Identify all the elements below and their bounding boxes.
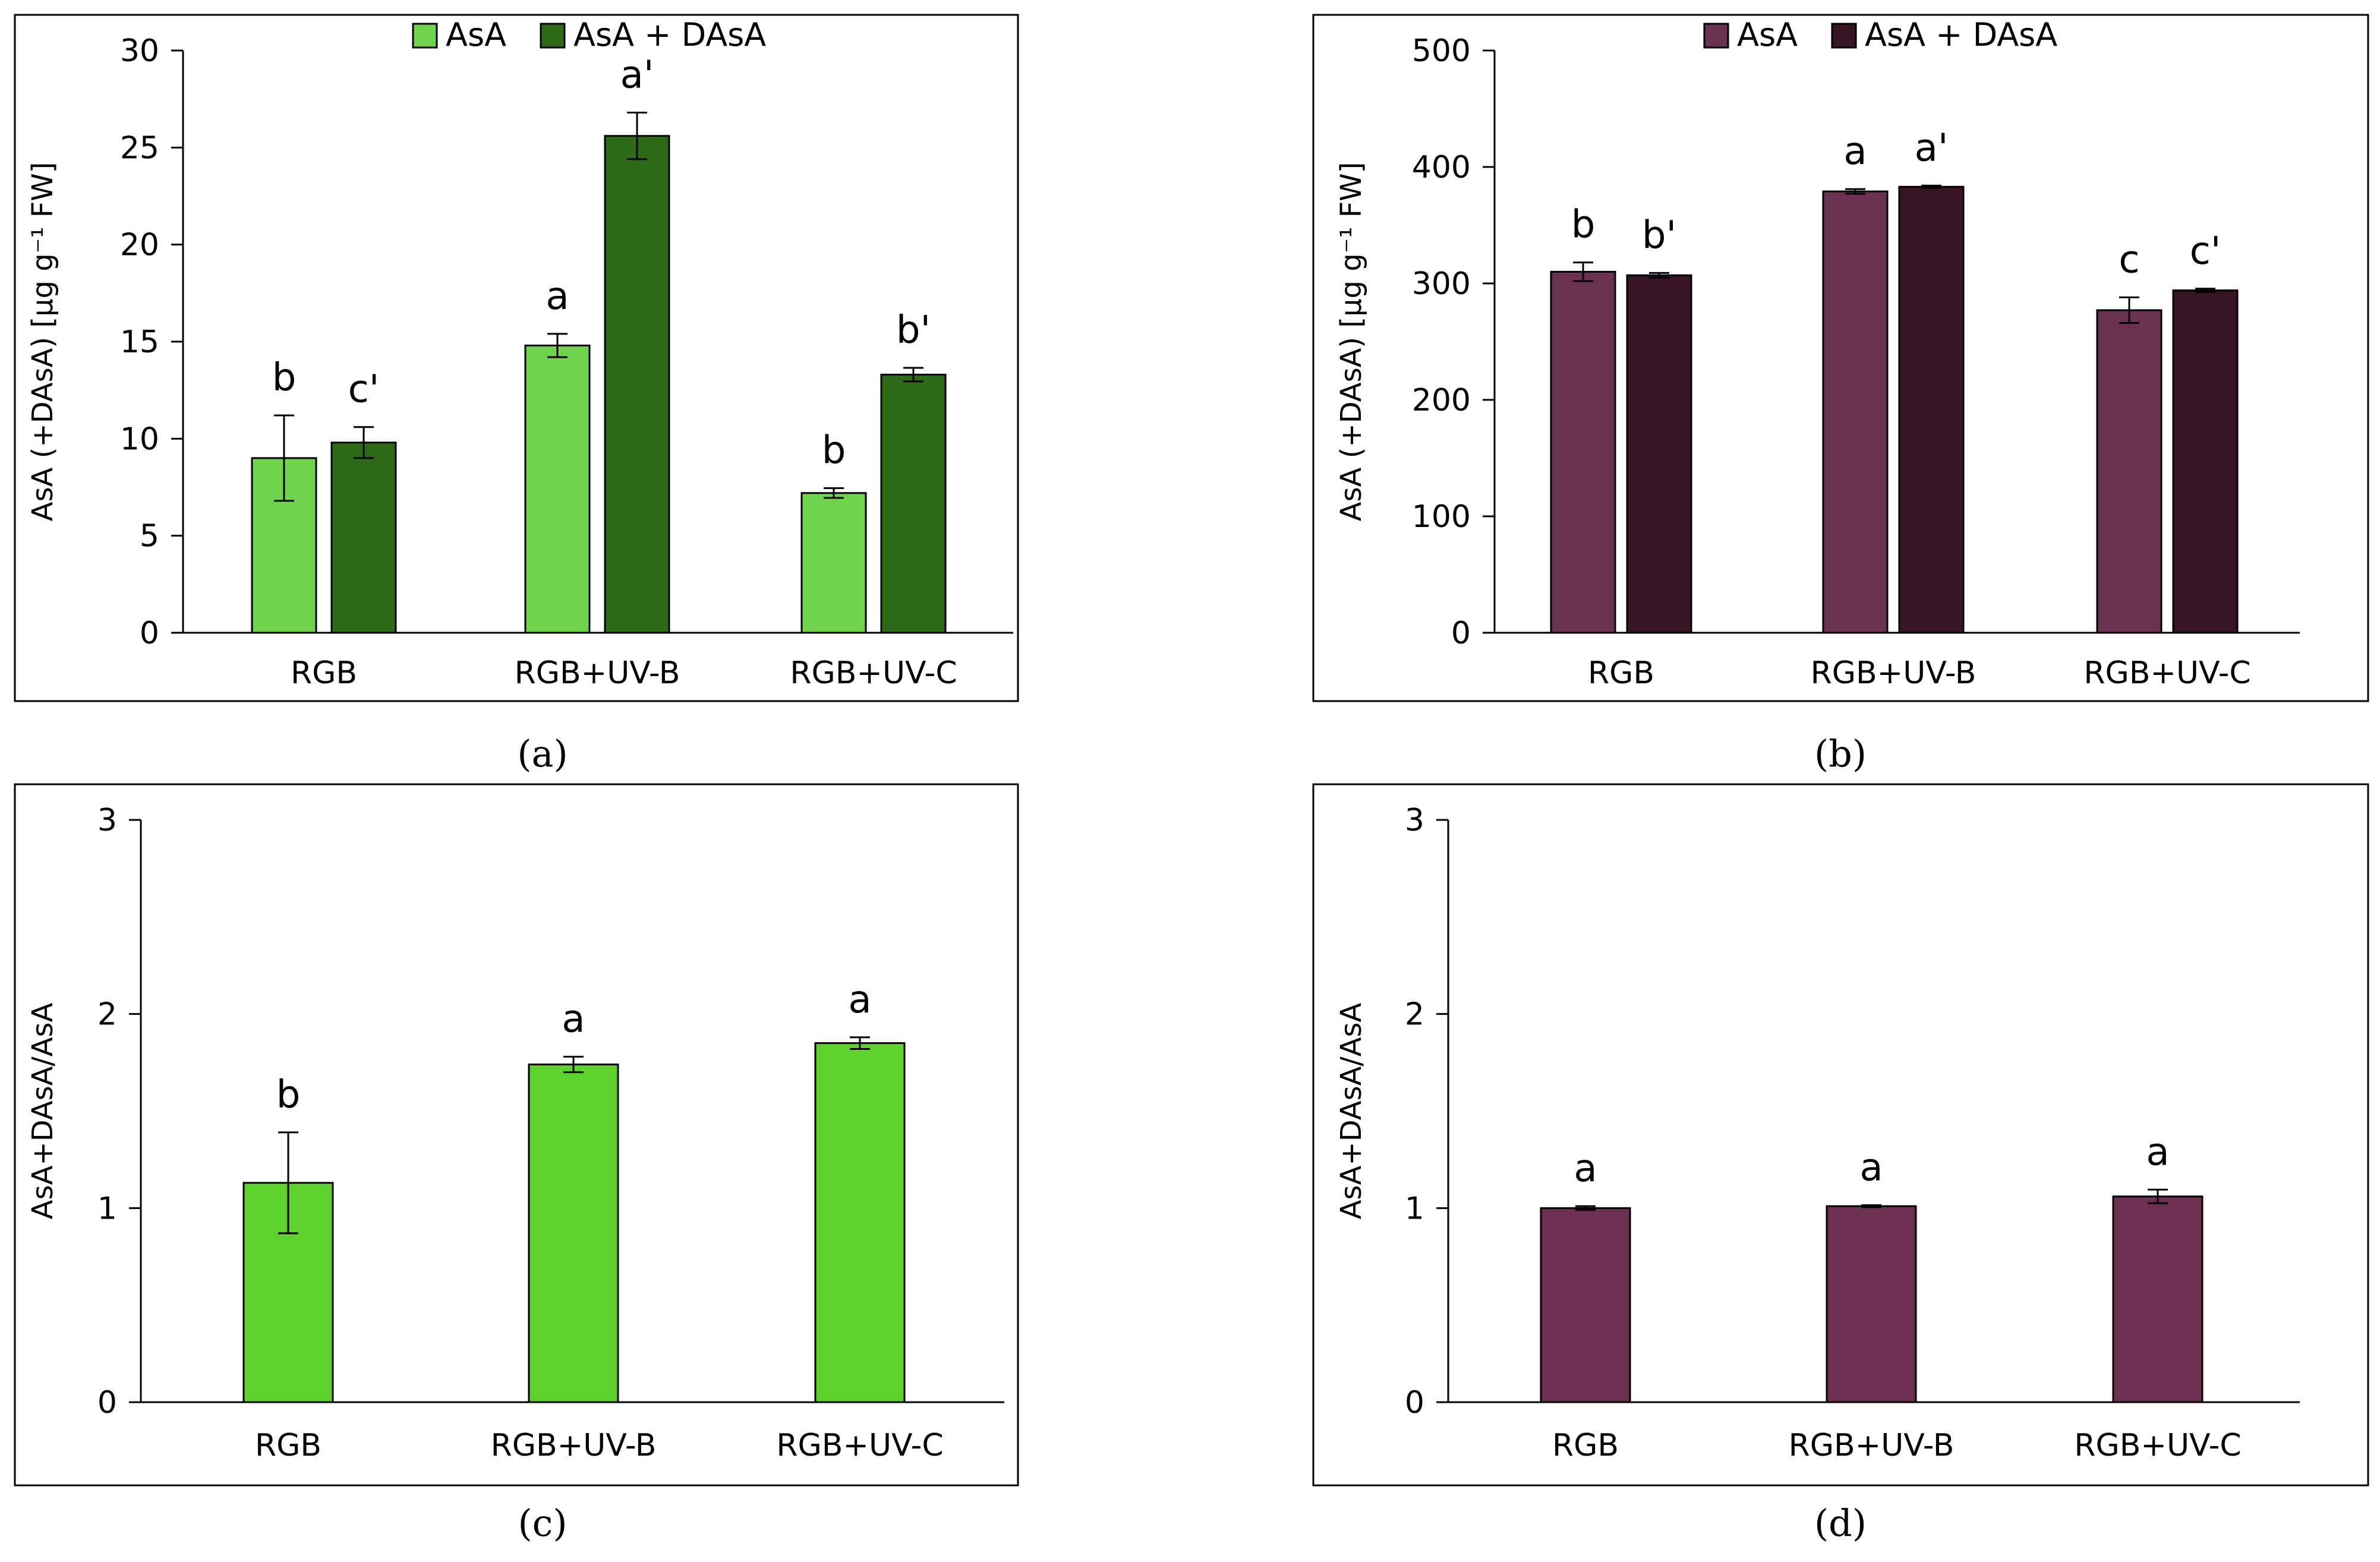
y-tick-label: 30 — [120, 33, 159, 69]
y-tick-label: 200 — [1412, 383, 1471, 418]
significance-letter: c' — [348, 368, 380, 412]
legend-label: AsA + DAsA — [573, 16, 766, 53]
bar-a-rgb-uv-b-s0 — [524, 345, 591, 634]
category-label: RGB+UV-C — [2074, 1428, 2241, 1463]
chart-panel-a: 0 5 10 15 20 25 30 AsA (+DAsA) [µg g⁻¹ FW] b c' RG… — [14, 14, 1019, 775]
bar-b-rgb-uv-c-s1 — [2172, 289, 2239, 634]
y-tick-label: 20 — [120, 228, 159, 263]
panel-frame — [14, 14, 1019, 702]
significance-letter: b — [272, 356, 297, 400]
bar-d-rgb-uv-b-s0 — [1826, 1205, 1917, 1403]
significance-letter: a' — [620, 53, 654, 97]
y-tick-label: 15 — [120, 324, 159, 360]
category-label: RGB+UV-B — [1811, 655, 1976, 691]
y-tick-label: 3 — [97, 803, 117, 838]
panel-frame — [14, 783, 1019, 1487]
y-tick-label: 500 — [1412, 33, 1471, 69]
legend-label: AsA + DAsA — [1865, 16, 2057, 53]
bar-d-rgb-s0 — [1540, 1207, 1631, 1403]
y-axis-title: AsA (+DAsA) [µg g⁻¹ FW] — [1335, 162, 1368, 522]
y-tick-label: 0 — [1451, 616, 1471, 651]
y-tick-label: 2 — [97, 997, 117, 1033]
y-tick-label: 300 — [1412, 266, 1471, 302]
significance-letter: b' — [1642, 213, 1676, 257]
panel-frame — [1312, 14, 2369, 702]
chart-panel-d: 0 1 2 3 AsA+DAsA/AsA a RGB a RGB+UV-B a RGB+UV-C (d… — [1312, 783, 2369, 1545]
legend: AsA AsA + DAsA — [1703, 16, 2057, 53]
significance-letter: a — [562, 998, 585, 1042]
bar-b-rgb-uv-b-s0 — [1822, 190, 1889, 634]
legend: AsA AsA + DAsA — [412, 16, 766, 53]
y-tick-label: 0 — [1405, 1385, 1424, 1421]
bar-c-rgb-uv-c-s0 — [814, 1042, 906, 1403]
bar-b-rgb-uv-b-s1 — [1898, 185, 1965, 634]
bar-a-rgb-uv-c-s0 — [800, 492, 867, 634]
bar-b-rgb-s1 — [1626, 274, 1692, 634]
panel-caption: (a) — [517, 732, 568, 775]
category-label: RGB+UV-C — [776, 1428, 943, 1463]
y-tick-label: 3 — [1405, 803, 1424, 838]
significance-letter: b — [822, 429, 846, 473]
category-label: RGB+UV-B — [1789, 1428, 1955, 1463]
legend-swatch — [1831, 23, 1857, 49]
y-tick-label: 400 — [1412, 150, 1471, 185]
panel-caption: (d) — [1814, 1501, 1867, 1545]
significance-letter: b — [276, 1073, 301, 1117]
bar-d-rgb-uv-c-s0 — [2112, 1195, 2204, 1403]
significance-letter: c' — [2190, 229, 2221, 273]
bar-a-rgb-uv-b-s1 — [604, 135, 670, 634]
category-label: RGB+UV-C — [2083, 655, 2250, 691]
y-axis-title: AsA+DAsA/AsA — [1335, 1003, 1368, 1220]
y-tick-label: 1 — [1405, 1191, 1424, 1226]
legend-label: AsA — [1737, 16, 1798, 53]
y-tick-label: 0 — [140, 616, 159, 651]
significance-letter: b' — [896, 308, 931, 352]
y-tick-label: 100 — [1412, 499, 1471, 535]
y-tick-label: 5 — [140, 519, 159, 554]
bar-a-rgb-uv-c-s1 — [880, 374, 947, 634]
significance-letter: a — [546, 274, 569, 318]
y-tick-label: 2 — [1405, 997, 1424, 1033]
bar-c-rgb-uv-b-s0 — [528, 1064, 619, 1403]
significance-letter: a — [848, 978, 871, 1022]
y-axis-title: AsA+DAsA/AsA — [26, 1003, 59, 1220]
chart-panel-b: 0 100 200 300 400 500 AsA (+DAsA) [µg g⁻¹ FW] b… — [1312, 14, 2369, 775]
category-label: RGB — [291, 655, 357, 691]
significance-letter: a — [1843, 130, 1867, 173]
category-label: RGB — [255, 1428, 321, 1463]
significance-letter: c — [2119, 238, 2139, 282]
category-label: RGB+UV-B — [491, 1428, 657, 1463]
bar-a-rgb-s1 — [330, 441, 397, 634]
category-label: RGB — [1588, 655, 1654, 691]
panel-caption: (c) — [518, 1501, 567, 1545]
y-tick-label: 10 — [120, 421, 159, 457]
y-axis-title: AsA (+DAsA) [µg g⁻¹ FW] — [26, 162, 59, 522]
y-tick-label: 0 — [97, 1385, 117, 1421]
panel-frame — [1312, 783, 2369, 1487]
bar-b-rgb-s0 — [1550, 270, 1616, 634]
y-tick-label: 25 — [120, 130, 159, 166]
bar-b-rgb-uv-c-s0 — [2096, 309, 2163, 634]
panel-caption: (b) — [1814, 732, 1867, 775]
y-tick-label: 1 — [97, 1191, 117, 1226]
legend-label: AsA — [446, 16, 506, 53]
significance-letter: a — [1859, 1146, 1883, 1189]
legend-swatch — [412, 23, 438, 49]
significance-letter: a' — [1915, 126, 1949, 170]
chart-panel-c: 0 1 2 3 AsA+DAsA/AsA b RGB a RGB+UV-B a RGB+UV-C (c… — [14, 783, 1019, 1545]
legend-swatch — [1703, 23, 1729, 49]
significance-letter: a — [1574, 1147, 1597, 1191]
legend-swatch — [540, 23, 566, 49]
category-label: RGB — [1552, 1428, 1619, 1463]
significance-letter: b — [1571, 203, 1596, 247]
category-label: RGB+UV-B — [515, 655, 680, 691]
significance-letter: a — [2146, 1130, 2169, 1174]
category-label: RGB+UV-C — [790, 655, 957, 691]
